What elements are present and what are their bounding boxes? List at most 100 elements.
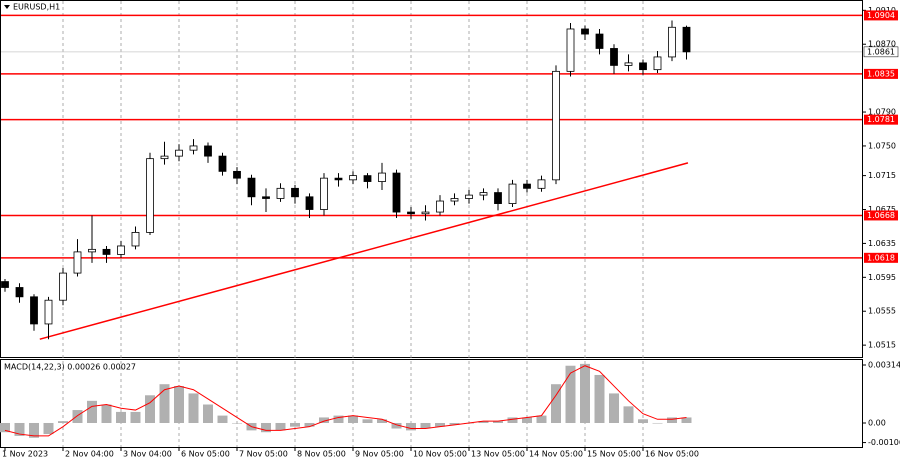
candle-body bbox=[59, 272, 67, 301]
x-tick-label: 15 Nov 05:00 bbox=[587, 450, 641, 459]
macd-bar bbox=[652, 422, 663, 424]
last-price-label: 1.0861 bbox=[867, 47, 895, 56]
macd-bar bbox=[203, 404, 213, 423]
x-tick-label: 7 Nov 05:00 bbox=[239, 450, 288, 459]
candle-body bbox=[276, 187, 285, 199]
candle-body bbox=[653, 56, 662, 71]
candle-body bbox=[204, 145, 212, 157]
candle-body bbox=[581, 28, 589, 35]
macd-bar bbox=[174, 386, 184, 423]
macd-bar bbox=[681, 417, 692, 423]
macd-bar bbox=[29, 422, 39, 438]
y-tick-label: 1.0595 bbox=[868, 273, 896, 282]
macd-bar bbox=[638, 419, 648, 423]
candle-body bbox=[160, 155, 169, 160]
level-label-box bbox=[864, 114, 898, 125]
candle-body bbox=[262, 196, 270, 199]
macd-bar bbox=[580, 363, 590, 423]
candle-body bbox=[450, 198, 459, 202]
last-price-box bbox=[863, 46, 899, 58]
candle-body bbox=[247, 177, 256, 198]
macd-bar bbox=[0, 422, 10, 433]
level-label: 1.0668 bbox=[867, 211, 895, 220]
candle-body bbox=[668, 26, 676, 58]
candle-body bbox=[378, 172, 386, 182]
y-tick-label: 1.0715 bbox=[868, 171, 896, 180]
level-label: 1.0904 bbox=[867, 11, 895, 20]
macd-bar bbox=[623, 406, 634, 423]
x-tick-label: 2 Nov 04:00 bbox=[65, 450, 114, 459]
macd-bar bbox=[159, 384, 170, 423]
candle-body bbox=[407, 211, 415, 215]
y-tick-label: 0.00 bbox=[868, 418, 886, 427]
chart-title: EURUSD,H1 bbox=[13, 3, 60, 12]
candle-body bbox=[73, 251, 82, 274]
candle-body bbox=[146, 158, 154, 233]
candle-body bbox=[363, 175, 372, 182]
macd-bar bbox=[130, 411, 141, 423]
candle-body bbox=[334, 177, 343, 181]
candle-body bbox=[479, 192, 488, 196]
macd-bar bbox=[493, 421, 503, 423]
macd-bar bbox=[551, 384, 561, 423]
trendline bbox=[39, 162, 689, 340]
macd-bar bbox=[217, 415, 228, 423]
candle-body bbox=[436, 200, 444, 213]
candle-body bbox=[595, 33, 604, 49]
x-tick-label: 16 Nov 05:00 bbox=[645, 450, 699, 459]
candle-body bbox=[508, 183, 517, 204]
macd-bar bbox=[449, 422, 460, 425]
level-label-box bbox=[864, 252, 898, 263]
candle-body bbox=[30, 296, 38, 325]
x-tick-label: 6 Nov 05:00 bbox=[181, 450, 230, 459]
macd-bar bbox=[261, 422, 271, 433]
candle-body bbox=[639, 62, 647, 71]
candle-body bbox=[624, 62, 633, 66]
macd-bar bbox=[406, 422, 416, 431]
x-tick-label: 13 Nov 05:00 bbox=[471, 450, 525, 459]
indicator-title: MACD(14,22,3) 0.00026 0.00027 bbox=[4, 363, 136, 372]
y-tick-label: 0.00314 bbox=[868, 360, 900, 369]
macd-bar bbox=[232, 422, 242, 424]
macd-bar bbox=[333, 415, 344, 423]
y-tick-label: 1.0675 bbox=[868, 205, 896, 214]
symbol-menu-icon[interactable] bbox=[4, 5, 10, 9]
y-tick-label: 1.0790 bbox=[868, 108, 896, 117]
x-tick-label: 8 Nov 05:00 bbox=[297, 450, 346, 459]
candle-body bbox=[175, 149, 183, 157]
x-tick-label: 3 Nov 04:00 bbox=[123, 450, 172, 459]
macd-bar bbox=[565, 365, 576, 423]
candle-body bbox=[1, 281, 9, 288]
x-tick-label: 9 Nov 05:00 bbox=[355, 450, 404, 459]
y-tick-label: 1.0555 bbox=[868, 307, 896, 316]
candle-body bbox=[537, 179, 546, 189]
macd-bar bbox=[188, 393, 199, 423]
level-label-box bbox=[864, 68, 898, 79]
y-tick-label: 1.0750 bbox=[868, 141, 896, 150]
macd-bar bbox=[609, 393, 619, 423]
level-label: 1.0835 bbox=[867, 69, 895, 78]
macd-bar bbox=[362, 419, 373, 423]
candle-body bbox=[218, 155, 227, 172]
candle-body bbox=[117, 245, 125, 255]
candle-body bbox=[44, 299, 53, 325]
macd-bar bbox=[58, 421, 68, 423]
macd-bar bbox=[478, 421, 489, 423]
candle-body bbox=[552, 70, 560, 181]
macd-bar bbox=[101, 404, 112, 423]
y-tick-label: 1.0515 bbox=[868, 341, 896, 350]
macd-pane bbox=[0, 359, 863, 448]
candle-body bbox=[88, 248, 96, 253]
candle-body bbox=[523, 183, 531, 189]
candle-body bbox=[131, 231, 140, 247]
macd-bar bbox=[435, 422, 445, 427]
macd-bar bbox=[522, 417, 532, 423]
candle-body bbox=[102, 248, 111, 255]
signal-line bbox=[4, 365, 687, 437]
candle-body bbox=[610, 48, 618, 66]
macd-bar bbox=[87, 400, 97, 423]
candle-body bbox=[421, 211, 430, 215]
macd-bar bbox=[290, 422, 300, 427]
candle-body bbox=[349, 175, 357, 181]
